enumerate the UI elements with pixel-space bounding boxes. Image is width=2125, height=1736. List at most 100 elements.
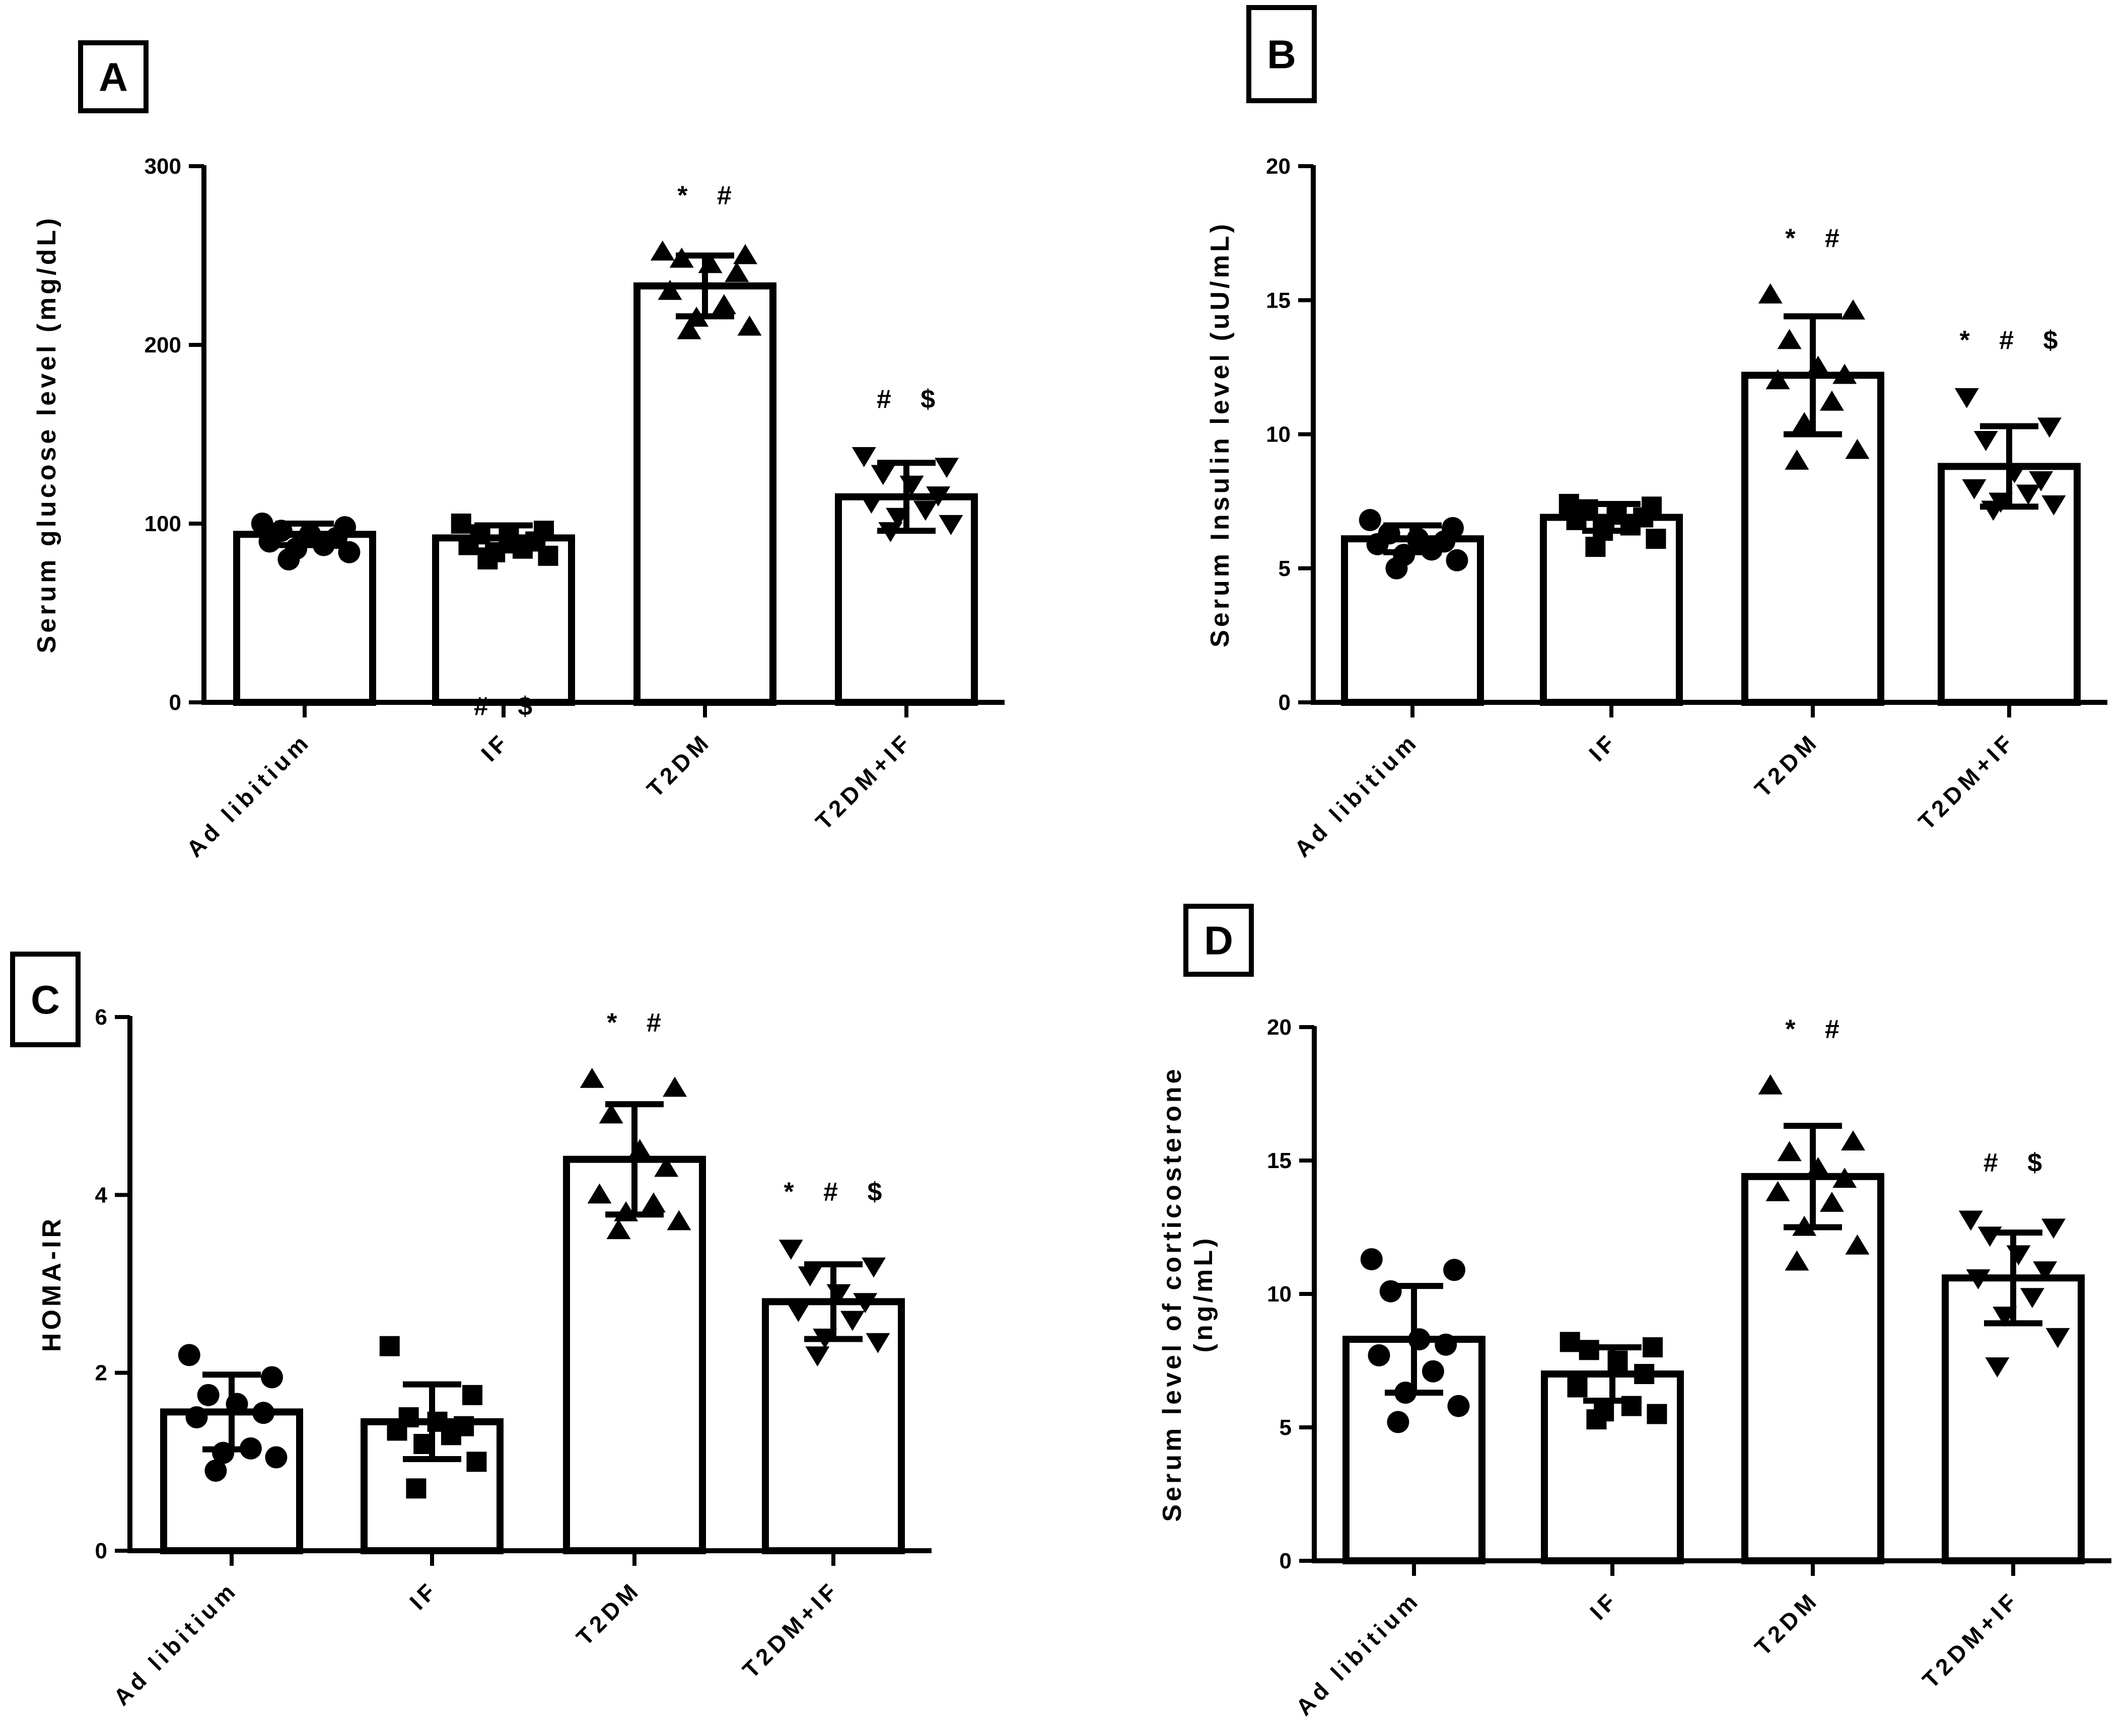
data-point (1777, 329, 1802, 349)
category-label: Ad libitium (1289, 728, 1424, 862)
data-point (258, 530, 281, 553)
category-label: T2DM (1749, 1586, 1824, 1660)
y-axis-label: HOMA-IR (37, 1216, 66, 1352)
data-point (1777, 1141, 1802, 1162)
data-point (265, 1446, 288, 1469)
y-axis-label: Serum Insulin level (uU/mL) (1206, 221, 1235, 647)
data-point (737, 315, 762, 336)
y-tick-label: 300 (145, 154, 181, 179)
bar-t2dm (633, 282, 776, 706)
significance-annotation: * # (607, 1008, 672, 1038)
data-point (261, 1366, 284, 1389)
panel-label-box (78, 40, 149, 113)
data-point (2045, 1328, 2070, 1348)
data-point (641, 1192, 666, 1213)
y-tick-label: 0 (1279, 690, 1291, 715)
data-point (725, 262, 749, 282)
data-point (1758, 283, 1783, 304)
category-label: T2DM (571, 1576, 646, 1650)
data-point (1585, 537, 1606, 557)
panel-label-box (1246, 5, 1317, 103)
category-label: Ad libitium (108, 1576, 243, 1710)
data-point (441, 1425, 461, 1445)
y-tick-label: 6 (95, 1005, 107, 1030)
chart-panel-c: C 0 2 4 6 HOMA-IR Ad libitium IF T2DM * # T2DM+IF *… (10, 952, 932, 1710)
data-point (712, 294, 736, 314)
y-tick-label: 0 (1280, 1549, 1292, 1573)
data-point (1446, 549, 1468, 571)
y-tick-label: 15 (1266, 288, 1291, 313)
data-point (658, 279, 682, 300)
data-point (606, 1219, 631, 1240)
data-point (913, 500, 938, 521)
data-point (1447, 1395, 1470, 1417)
y-tick-label: 200 (145, 333, 181, 357)
data-point (1954, 388, 1979, 408)
data-point (1368, 1344, 1390, 1366)
y-tick-label: 20 (1266, 154, 1291, 179)
y-tick-label: 20 (1267, 1015, 1292, 1040)
data-point (1962, 479, 1987, 499)
data-point (1832, 1168, 1857, 1188)
category-label: Ad libitium (1291, 1586, 1425, 1720)
y-tick-label: 0 (95, 1539, 107, 1563)
data-point (677, 319, 701, 339)
data-point (251, 513, 273, 535)
y-axis-label: Serum glucose level (mg/dL) (32, 215, 61, 654)
data-point (627, 1139, 652, 1160)
data-point (204, 1460, 227, 1482)
data-point (1841, 299, 1866, 320)
data-point (1841, 1130, 1866, 1150)
chart-panel-b: B 0 5 10 15 20 Serum Insulin level (uU/mL) Ad l… (1206, 5, 2107, 862)
data-point (899, 475, 924, 496)
category-label: T2DM (642, 728, 716, 802)
category-label: IF (476, 728, 515, 766)
y-tick-label: 10 (1266, 422, 1291, 447)
data-point (1646, 529, 1666, 549)
data-point (667, 1210, 691, 1231)
data-point (798, 1266, 822, 1287)
y-axis-label: Serum level of corticosterone (1158, 1066, 1187, 1522)
panel-label: C (31, 977, 60, 1022)
y-tick-label: 0 (169, 690, 181, 715)
y-tick-label: 100 (145, 512, 181, 536)
data-point (252, 1402, 275, 1424)
significance-annotation: * # (677, 181, 743, 210)
data-point (1360, 1248, 1383, 1271)
data-point (1643, 1337, 1663, 1357)
category-label: Ad libitium (181, 728, 316, 862)
chart-panel-d: D 0 5 10 15 20 Serum level of corticosterone (n… (1158, 904, 2111, 1720)
category-label: IF (1585, 1586, 1623, 1625)
category-label: T2DM+IF (737, 1576, 844, 1683)
significance-annotation: * # $ (1960, 326, 2069, 355)
data-point (197, 1384, 220, 1406)
y-tick-label: 2 (95, 1361, 107, 1386)
data-point (650, 240, 675, 261)
significance-annotation: # $ (474, 692, 543, 721)
category-label: IF (404, 1576, 443, 1615)
data-point (1560, 1332, 1580, 1352)
data-point (277, 548, 300, 570)
data-point (840, 1311, 865, 1331)
y-tick-label: 10 (1267, 1282, 1292, 1307)
bar-if (361, 1418, 504, 1554)
significance-annotation: # $ (877, 385, 946, 414)
y-tick-label: 15 (1267, 1148, 1292, 1173)
category-label: T2DM+IF (810, 728, 917, 835)
data-point (1973, 431, 1998, 451)
category-label: T2DM+IF (1917, 1586, 2024, 1693)
chart-panel-a: A 0 100 200 300 Serum glucose level (mg/dL) Ad… (32, 40, 1005, 862)
data-point (654, 1156, 679, 1177)
panel-label: B (1267, 32, 1296, 77)
data-point (587, 1183, 612, 1204)
data-point (466, 1452, 487, 1472)
data-point (853, 1293, 878, 1314)
data-point (451, 514, 471, 534)
data-point (1845, 1234, 1870, 1255)
data-point (1819, 390, 1844, 411)
data-point (871, 465, 895, 485)
data-point (1758, 1074, 1783, 1095)
data-point (462, 1385, 483, 1405)
data-point (935, 458, 959, 478)
